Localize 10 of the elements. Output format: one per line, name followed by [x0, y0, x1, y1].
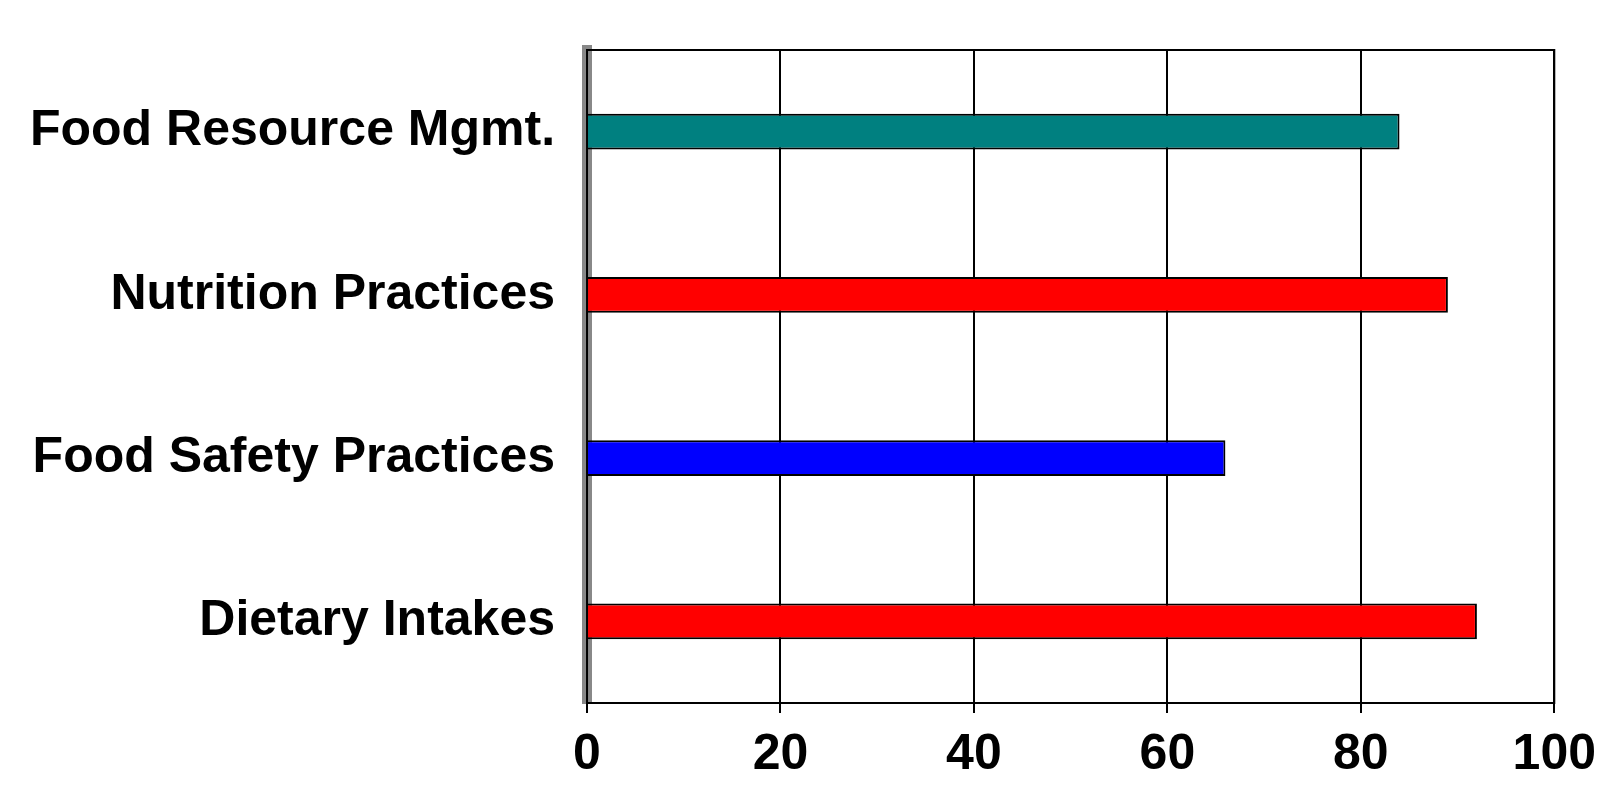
y-tick-label: Dietary Intakes — [199, 590, 556, 647]
y-tick-label: Nutrition Practices — [110, 263, 556, 320]
x-tick-label: 60 — [1139, 723, 1196, 780]
x-tick-label: 40 — [946, 723, 1002, 780]
x-tick-label: 20 — [752, 723, 809, 780]
x-tick-label: 100 — [1512, 723, 1597, 780]
y-tick-label: Food Safety Practices — [32, 426, 556, 483]
y-tick-label: Food Resource Mgmt. — [29, 100, 556, 157]
x-tick-label: 0 — [573, 723, 601, 780]
x-tick-label: 80 — [1333, 723, 1389, 780]
